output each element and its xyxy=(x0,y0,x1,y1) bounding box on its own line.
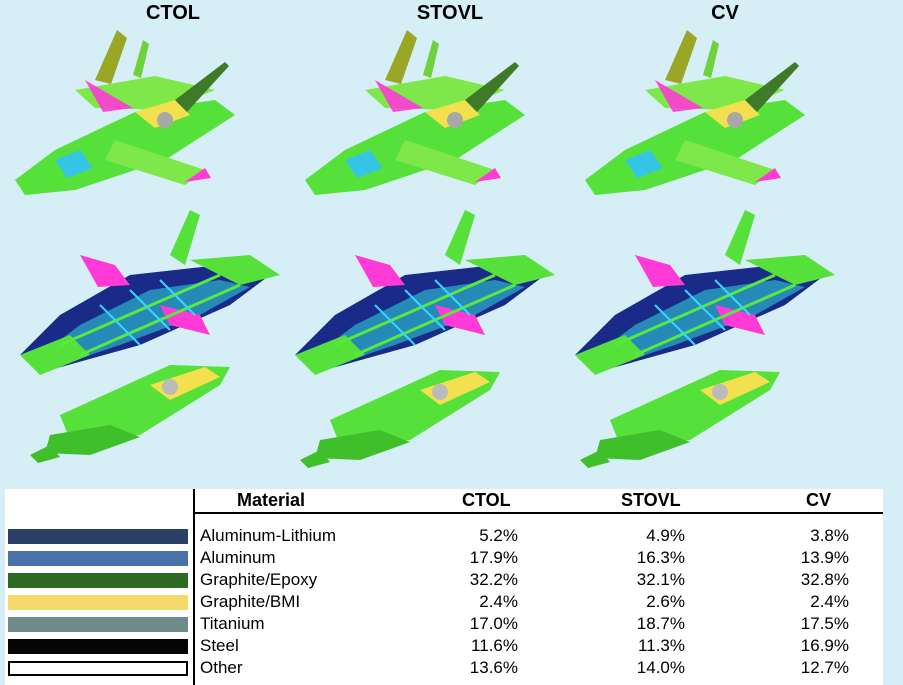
aircraft-illustration xyxy=(15,30,837,468)
material-name: Steel xyxy=(200,636,239,655)
ctol-lower-fuselage xyxy=(30,365,230,463)
table-row: Other 13.6% 14.0% 12.7% xyxy=(0,658,903,680)
material-name: Aluminum xyxy=(200,548,276,567)
stovl-value: 18.7% xyxy=(636,614,685,633)
ctol-value: 13.6% xyxy=(469,658,518,677)
cv-value: 12.7% xyxy=(800,658,849,677)
table-divider xyxy=(193,489,195,685)
cv-value: 17.5% xyxy=(800,614,849,633)
variant-title-cv: CV xyxy=(711,2,739,24)
cv-assembled-aircraft xyxy=(585,30,805,195)
variant-title-ctol: CTOL xyxy=(145,2,201,24)
material-name: Graphite/Epoxy xyxy=(200,570,318,589)
stovl-value: 4.9% xyxy=(646,526,685,545)
table-row: Titanium 17.0% 18.7% 17.5% xyxy=(0,614,903,636)
cv-value: 16.9% xyxy=(800,636,849,655)
color-swatch xyxy=(8,595,188,610)
color-swatch xyxy=(8,573,188,588)
material-name: Graphite/BMI xyxy=(200,592,301,611)
cv-value: 3.8% xyxy=(810,526,849,545)
cv-value: 13.9% xyxy=(800,548,849,567)
table-row: Graphite/Epoxy 32.2% 32.1% 32.8% xyxy=(0,570,903,592)
ctol-value: 2.4% xyxy=(479,592,518,611)
ctol-value: 32.2% xyxy=(469,570,518,589)
cv-structure-view xyxy=(573,208,837,377)
color-swatch xyxy=(8,639,188,654)
color-swatch xyxy=(8,661,188,676)
header-cv: CV xyxy=(806,490,832,510)
header-rule xyxy=(195,512,883,514)
table-row: Steel 11.6% 11.3% 16.9% xyxy=(0,636,903,658)
stovl-value: 16.3% xyxy=(636,548,685,567)
variant-title-stovl: STOVL xyxy=(416,2,484,24)
stovl-assembled-aircraft xyxy=(305,30,525,195)
stovl-value: 32.1% xyxy=(636,570,685,589)
material-name: Titanium xyxy=(200,614,265,633)
stovl-lower-fuselage xyxy=(300,370,500,468)
header-ctol: CTOL xyxy=(462,490,511,510)
table-row: Graphite/BMI 2.4% 2.6% 2.4% xyxy=(0,592,903,614)
stovl-structure-view xyxy=(293,208,557,377)
header-material: Material xyxy=(237,490,306,510)
table-row: Aluminum 17.9% 16.3% 13.9% xyxy=(0,548,903,570)
stovl-value: 2.6% xyxy=(646,592,685,611)
ctol-value: 11.6% xyxy=(471,636,518,655)
ctol-assembled-aircraft xyxy=(15,30,235,195)
material-name: Other xyxy=(200,658,243,677)
cv-lower-fuselage xyxy=(580,370,780,468)
header-stovl: STOVL xyxy=(621,490,681,510)
cv-value: 2.4% xyxy=(810,592,849,611)
stovl-value: 11.3% xyxy=(638,636,685,655)
ctol-value: 5.2% xyxy=(479,526,518,545)
material-name: Aluminum-Lithium xyxy=(200,526,337,545)
ctol-value: 17.9% xyxy=(469,548,518,567)
color-swatch xyxy=(8,551,188,566)
table-row: Aluminum-Lithium 5.2% 4.9% 3.8% xyxy=(0,526,903,548)
ctol-value: 17.0% xyxy=(469,614,518,633)
stovl-value: 14.0% xyxy=(636,658,685,677)
color-swatch xyxy=(8,617,188,632)
ctol-structure-view xyxy=(18,208,282,377)
cv-value: 32.8% xyxy=(800,570,849,589)
color-swatch xyxy=(8,529,188,544)
